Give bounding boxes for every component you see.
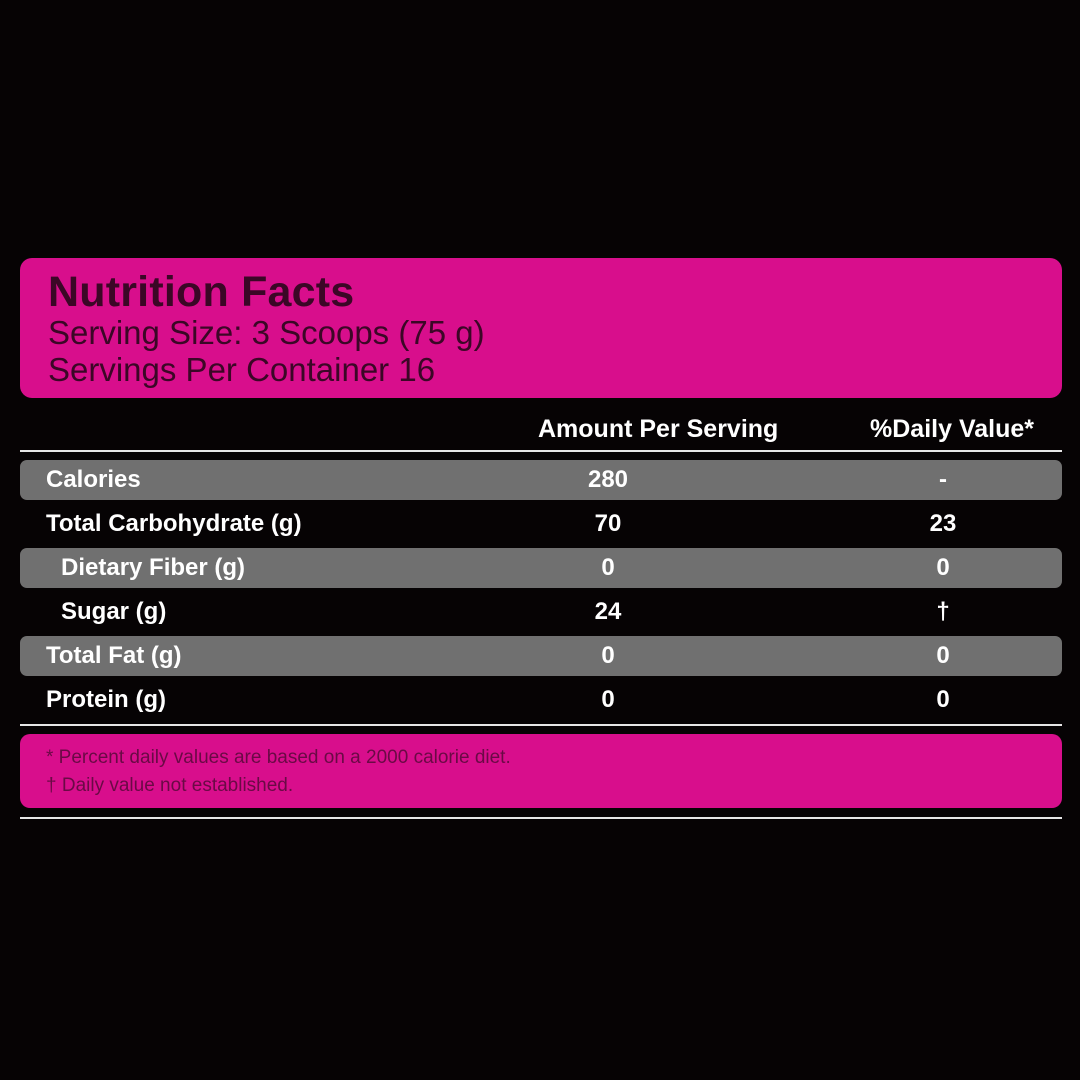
nutrient-row-total-carbohydrate: Total Carbohydrate (g) 70 23 bbox=[20, 504, 1062, 544]
nutrient-name: Dietary Fiber (g) bbox=[61, 554, 246, 581]
nutrient-amount: 280 bbox=[587, 466, 629, 493]
final-divider bbox=[20, 817, 1062, 819]
nutrient-daily-value: 0 bbox=[936, 554, 950, 581]
nutrient-daily-value: 23 bbox=[929, 510, 957, 537]
nutrient-name: Sugar (g) bbox=[61, 598, 167, 625]
nutrient-daily-value: 0 bbox=[936, 642, 950, 669]
nutrient-row-sugar: Sugar (g) 24 † bbox=[20, 592, 1062, 632]
amount-column-header: Amount Per Serving bbox=[538, 415, 779, 443]
nutrient-amount: 0 bbox=[601, 554, 615, 581]
nutrient-amount: 0 bbox=[601, 642, 615, 669]
nutrient-daily-value: † bbox=[936, 598, 950, 625]
nutrient-name: Total Carbohydrate (g) bbox=[46, 510, 302, 537]
footnote-not-established: † Daily value not established. bbox=[46, 775, 294, 796]
footnotes: * Percent daily values are based on a 20… bbox=[20, 734, 1062, 808]
nutrient-amount: 24 bbox=[594, 598, 622, 625]
nutrient-amount: 70 bbox=[594, 510, 622, 537]
label-title: Nutrition Facts bbox=[48, 268, 355, 316]
label-header: Nutrition Facts Serving Size: 3 Scoops (… bbox=[20, 258, 1062, 398]
nutrient-name: Total Fat (g) bbox=[46, 642, 182, 669]
nutrient-name: Calories bbox=[46, 466, 141, 493]
servings-per-container: Servings Per Container 16 bbox=[48, 351, 436, 388]
bottom-divider bbox=[20, 724, 1062, 726]
top-divider bbox=[20, 450, 1062, 452]
nutrient-row-dietary-fiber: Dietary Fiber (g) 0 0 bbox=[20, 548, 1062, 588]
nutrient-daily-value: - bbox=[939, 466, 947, 493]
daily-value-column-header: %Daily Value* bbox=[870, 415, 1034, 443]
nutrition-facts-label: Nutrition Facts Serving Size: 3 Scoops (… bbox=[20, 258, 1062, 819]
serving-size: Serving Size: 3 Scoops (75 g) bbox=[48, 314, 485, 351]
nutrient-daily-value: 0 bbox=[936, 686, 950, 713]
nutrient-row-total-fat: Total Fat (g) 0 0 bbox=[20, 636, 1062, 676]
nutrient-amount: 0 bbox=[601, 686, 615, 713]
footnote-percent-daily: * Percent daily values are based on a 20… bbox=[46, 747, 511, 768]
column-headers: Amount Per Serving %Daily Value* bbox=[20, 398, 1062, 450]
nutrient-rows: Calories 280 - Total Carbohydrate (g) 70… bbox=[20, 452, 1062, 720]
nutrient-name: Protein (g) bbox=[46, 686, 166, 713]
nutrient-row-calories: Calories 280 - bbox=[20, 460, 1062, 500]
nutrient-row-protein: Protein (g) 0 0 bbox=[20, 680, 1062, 720]
